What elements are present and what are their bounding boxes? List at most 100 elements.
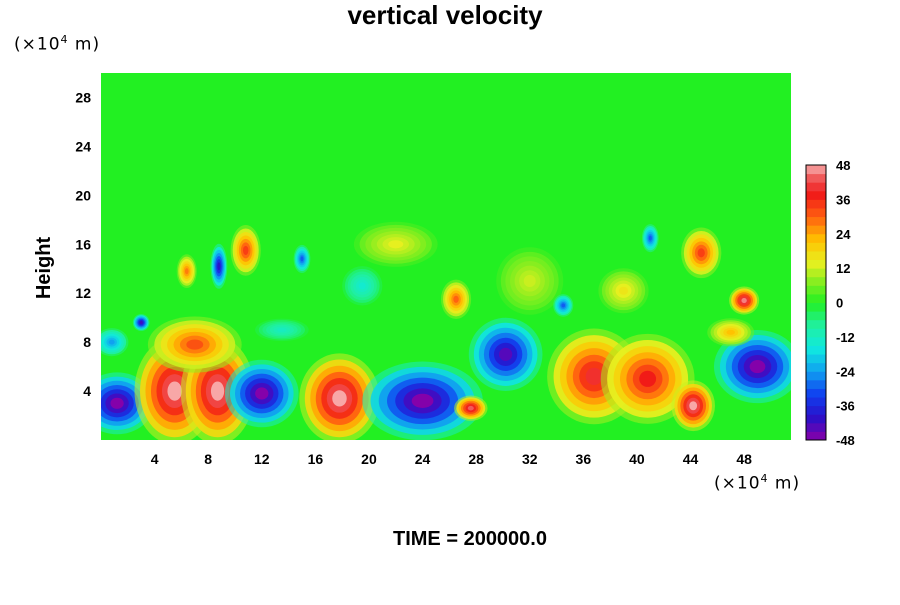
velocity-cell (101, 328, 129, 357)
colorbar-band (806, 422, 826, 432)
velocity-cell (353, 221, 438, 267)
y-axis: 4 8 12 16 20 24 28 (75, 89, 91, 399)
contour-band (167, 381, 182, 401)
velocity-cell (255, 318, 309, 342)
colorbar-band (806, 242, 826, 252)
contour-band (186, 339, 204, 350)
contour-band (411, 393, 434, 408)
colorbar-band (806, 190, 826, 200)
colorbar-band (806, 293, 826, 303)
y-tick-label: 12 (75, 285, 91, 301)
colorbar-band (806, 250, 826, 261)
y-tick-label: 8 (83, 334, 91, 350)
velocity-cell (600, 333, 695, 424)
contour-band (110, 397, 124, 409)
chart-title: vertical velocity (347, 0, 543, 30)
colorbar-tick-label: -24 (836, 364, 856, 379)
time-label: TIME = 200000.0 (393, 528, 547, 550)
contour-band (358, 282, 366, 290)
velocity-cell (641, 224, 659, 253)
y-axis-unit: (×104 m) (14, 33, 101, 55)
colorbar-tick-label: 0 (836, 296, 843, 311)
contour-band (210, 381, 225, 401)
x-tick-label: 24 (415, 451, 431, 467)
y-tick-label: 16 (75, 236, 91, 252)
velocity-cell (598, 268, 649, 314)
x-tick-label: 40 (629, 451, 645, 467)
colorbar-band (806, 182, 826, 192)
colorbar-band (806, 165, 826, 175)
colorbar-band (806, 354, 826, 364)
velocity-cell (681, 227, 722, 279)
contour-band (332, 390, 347, 407)
contour-band (561, 303, 566, 308)
colorbar-band (806, 285, 826, 295)
velocity-cell (729, 286, 760, 315)
colorbar-band (806, 225, 826, 235)
contour-band (498, 347, 513, 361)
colorbar-band (806, 268, 826, 278)
contour-band (619, 286, 629, 295)
contour-band (388, 240, 404, 249)
velocity-cell (342, 266, 383, 306)
contour-band (184, 268, 189, 275)
contour-band (139, 321, 143, 325)
contour-band (697, 248, 705, 258)
contour-band (689, 401, 698, 411)
contour-band (108, 339, 115, 345)
colorbar-tick-label: -48 (836, 433, 855, 448)
colorbar-band (806, 199, 826, 209)
y-axis-label: Height (33, 237, 55, 300)
colorbar-band (806, 302, 826, 312)
velocity-cell (713, 330, 791, 404)
velocity-cell (454, 395, 488, 421)
x-axis-unit: (×104 m) (714, 472, 801, 494)
y-tick-label: 4 (83, 383, 91, 399)
contour-band (639, 370, 657, 387)
velocity-cell (468, 317, 543, 391)
x-tick-label: 12 (254, 451, 270, 467)
x-tick-label: 4 (151, 451, 159, 467)
velocity-cell (440, 279, 472, 320)
velocity-cell (210, 243, 228, 289)
contour-band (741, 298, 747, 304)
y-tick-label: 20 (75, 187, 91, 203)
colorbar-band (806, 397, 826, 407)
colorbar-band (806, 311, 826, 321)
velocity-cell (230, 225, 261, 276)
velocity-cell (496, 247, 564, 315)
contour-band (255, 387, 269, 400)
colorbar-band (806, 216, 826, 226)
colorbar-tick-label: 24 (836, 227, 851, 242)
colorbar-band (806, 207, 826, 218)
colorbar-tick-label: 36 (836, 192, 850, 207)
contour-band (242, 245, 249, 255)
contour-band (467, 405, 474, 411)
y-tick-label: 24 (75, 138, 91, 154)
colorbar-band (806, 319, 826, 329)
contour-band (217, 262, 221, 271)
contour-band (585, 367, 603, 385)
velocity-cell (176, 254, 197, 289)
colorbar-frame (805, 164, 827, 441)
colorbar-band (806, 405, 826, 415)
contour-band (749, 360, 766, 374)
velocity-cell (132, 314, 150, 332)
colorbar-tick-label: -36 (836, 399, 855, 414)
colorbar-band (806, 362, 826, 372)
contour-band (453, 295, 459, 303)
velocity-cell (147, 316, 242, 373)
velocity-cell (299, 353, 380, 440)
velocity-cell (671, 380, 715, 432)
plot-area (101, 73, 791, 440)
x-tick-label: 8 (204, 451, 212, 467)
x-tick-label: 36 (576, 451, 592, 467)
colorbar-band (806, 276, 826, 286)
colorbar-band (806, 259, 826, 269)
x-tick-label: 28 (468, 451, 484, 467)
contour-band (523, 274, 536, 288)
velocity-cell (553, 294, 574, 317)
colorbar-band (806, 336, 826, 346)
